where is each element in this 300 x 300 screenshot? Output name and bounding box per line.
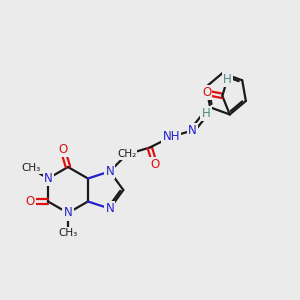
Text: H: H [202,107,210,120]
Text: NH: NH [163,130,180,143]
Text: CH₃: CH₃ [58,228,78,238]
Text: N: N [44,172,52,185]
Text: O: O [150,158,160,171]
Text: CH₃: CH₃ [21,164,40,173]
Text: O: O [202,86,211,99]
Text: H: H [223,73,232,86]
Text: N: N [64,206,72,220]
Text: CH₂: CH₂ [117,149,136,159]
Text: N: N [188,124,197,137]
Text: O: O [26,195,35,208]
Text: N: N [105,202,114,215]
Text: N: N [105,165,114,178]
Text: O: O [58,143,68,156]
